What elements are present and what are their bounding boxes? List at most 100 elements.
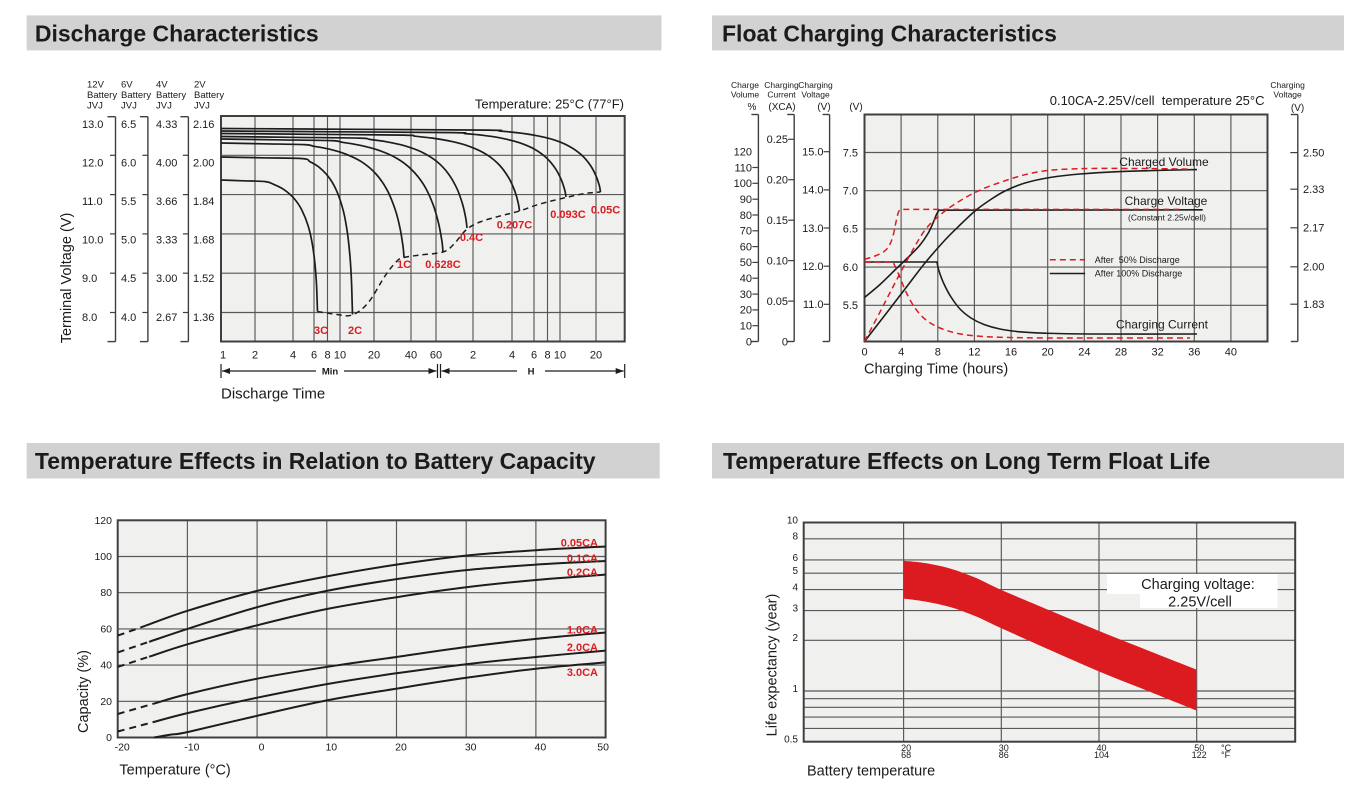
svg-text:15.0: 15.0 (802, 147, 823, 159)
svg-text:°F: °F (1221, 750, 1231, 760)
svg-text:2: 2 (792, 633, 798, 644)
svg-text:0: 0 (782, 336, 788, 348)
svg-text:°C: °C (1221, 743, 1232, 753)
svg-text:4: 4 (509, 350, 515, 362)
svg-text:6.5: 6.5 (121, 119, 136, 131)
svg-text:40: 40 (1096, 743, 1106, 753)
svg-text:1.68: 1.68 (193, 235, 214, 247)
svg-text:1.83: 1.83 (1303, 299, 1324, 311)
svg-text:10: 10 (334, 350, 346, 362)
svg-text:8: 8 (324, 350, 330, 362)
svg-text:4: 4 (290, 350, 296, 362)
svg-text:20: 20 (590, 350, 602, 362)
svg-text:0.1CA: 0.1CA (567, 553, 598, 565)
svg-text:1.0CA: 1.0CA (567, 624, 598, 636)
svg-text:36: 36 (1188, 347, 1200, 359)
svg-text:Charging: Charging (764, 80, 799, 90)
svg-text:-20: -20 (115, 742, 130, 754)
svg-text:10: 10 (325, 742, 337, 754)
svg-text:0.2CA: 0.2CA (567, 567, 598, 579)
svg-text:12.0: 12.0 (82, 157, 103, 169)
svg-text:10: 10 (787, 515, 799, 526)
svg-text:Temperature (°C): Temperature (°C) (119, 763, 230, 779)
svg-text:12: 12 (968, 347, 980, 359)
svg-text:Capacity (%): Capacity (%) (76, 650, 92, 733)
svg-text:100: 100 (734, 178, 752, 190)
svg-text:8: 8 (544, 350, 550, 362)
svg-text:Charge: Charge (731, 80, 759, 90)
svg-text:2: 2 (252, 350, 258, 362)
svg-text:Voltage: Voltage (1273, 90, 1302, 100)
svg-text:Life expectancy (year): Life expectancy (year) (765, 594, 781, 737)
svg-text:11.0: 11.0 (803, 299, 824, 311)
svg-text:11.0: 11.0 (82, 196, 103, 208)
svg-text:3: 3 (792, 604, 798, 615)
svg-text:Current: Current (767, 90, 796, 100)
svg-text:2.67: 2.67 (156, 312, 177, 324)
svg-text:10.0: 10.0 (82, 235, 103, 247)
svg-text:6.5: 6.5 (843, 224, 858, 236)
svg-text:2V: 2V (194, 80, 206, 91)
svg-text:7.5: 7.5 (843, 147, 858, 159)
svg-text:Charging Time (hours): Charging Time (hours) (864, 362, 1008, 378)
svg-text:(V): (V) (817, 102, 830, 113)
svg-text:0.05C: 0.05C (591, 205, 620, 217)
svg-text:6: 6 (311, 350, 317, 362)
svg-text:0.20: 0.20 (767, 175, 788, 187)
svg-text:7.0: 7.0 (843, 186, 858, 198)
svg-text:20: 20 (740, 305, 752, 317)
svg-text:8.0: 8.0 (82, 312, 97, 324)
svg-text:JVJ: JVJ (87, 101, 103, 112)
svg-text:0: 0 (746, 336, 752, 348)
svg-text:110: 110 (734, 162, 752, 174)
svg-text:3C: 3C (314, 325, 328, 337)
svg-text:30: 30 (465, 742, 477, 754)
svg-text:(V): (V) (849, 102, 862, 113)
svg-text:After 100% Discharge: After 100% Discharge (1095, 269, 1183, 279)
svg-text:H: H (528, 367, 535, 378)
svg-text:120: 120 (94, 515, 112, 527)
svg-text:Battery: Battery (121, 90, 151, 101)
svg-text:20: 20 (100, 696, 112, 708)
svg-text:0: 0 (861, 347, 867, 359)
svg-text:16: 16 (1005, 347, 1017, 359)
svg-text:Temperature: 25°C (77°F): Temperature: 25°C (77°F) (475, 97, 624, 112)
svg-text:24: 24 (1078, 347, 1090, 359)
svg-text:4.5: 4.5 (121, 273, 136, 285)
svg-text:6.0: 6.0 (121, 157, 136, 169)
svg-text:6V: 6V (121, 80, 133, 91)
svg-text:1.52: 1.52 (193, 273, 214, 285)
svg-text:50: 50 (1194, 743, 1204, 753)
svg-text:0.05CA: 0.05CA (561, 538, 598, 550)
svg-text:2.25V/cell: 2.25V/cell (1168, 595, 1232, 611)
svg-text:20: 20 (368, 350, 380, 362)
svg-text:6: 6 (792, 553, 798, 564)
svg-text:JVJ: JVJ (121, 101, 137, 112)
svg-text:122: 122 (1192, 750, 1207, 760)
svg-text:5.5: 5.5 (121, 196, 136, 208)
svg-text:0.15: 0.15 (767, 215, 788, 227)
svg-text:-10: -10 (184, 742, 199, 754)
svg-text:0.628C: 0.628C (425, 259, 461, 271)
svg-text:4.33: 4.33 (156, 119, 177, 131)
svg-text:4V: 4V (156, 80, 168, 91)
svg-text:20: 20 (1042, 347, 1054, 359)
svg-text:5.0: 5.0 (121, 235, 136, 247)
svg-text:0: 0 (259, 742, 265, 754)
svg-text:0.05: 0.05 (767, 296, 788, 308)
svg-text:4: 4 (792, 582, 798, 593)
svg-text:32: 32 (1151, 347, 1163, 359)
svg-text:2.16: 2.16 (193, 119, 214, 131)
svg-text:50: 50 (740, 257, 752, 269)
svg-text:Min: Min (322, 367, 339, 378)
svg-text:1C: 1C (397, 259, 411, 271)
svg-text:6: 6 (531, 350, 537, 362)
svg-text:90: 90 (740, 194, 752, 206)
svg-text:12.0: 12.0 (802, 261, 823, 273)
svg-text:Discharge Characteristics: Discharge Characteristics (35, 21, 319, 47)
svg-text:2.00: 2.00 (193, 157, 214, 169)
svg-text:%: % (748, 102, 757, 113)
svg-text:Charging Current: Charging Current (1116, 318, 1209, 332)
svg-text:30: 30 (999, 743, 1009, 753)
svg-text:0.4C: 0.4C (460, 232, 483, 244)
